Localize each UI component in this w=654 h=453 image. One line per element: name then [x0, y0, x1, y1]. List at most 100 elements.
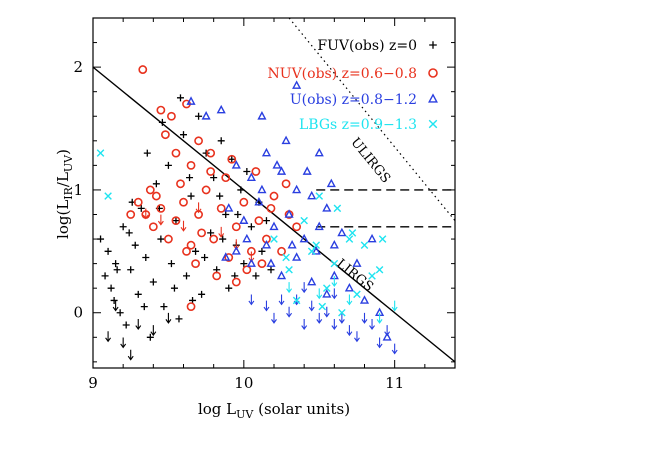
x-tick-label: 9 [88, 374, 98, 392]
legend-marker-cross [428, 119, 438, 129]
data-point-arrow-down [346, 325, 353, 337]
data-point-arrow-down [369, 319, 375, 330]
data-point-arrow-down [105, 331, 112, 343]
data-point-circle [133, 197, 143, 207]
data-point-plus [192, 247, 200, 255]
data-point-triangle [186, 96, 196, 105]
data-point-triangle [311, 246, 321, 255]
data-point-plus [225, 284, 233, 292]
data-point-arrow-down [376, 312, 383, 324]
legend-entry-label: LBGs z=0.9−1.3 [299, 117, 417, 133]
data-point-triangle [359, 295, 370, 304]
data-point-plus [164, 161, 172, 169]
data-point-circle [292, 222, 302, 232]
data-point-circle [266, 203, 276, 213]
data-point-circle [216, 203, 226, 213]
data-point-circle [171, 216, 181, 226]
data-point-plus [119, 223, 127, 231]
data-point-cross [307, 247, 316, 256]
data-point-cross [104, 192, 112, 200]
axis-ticks: 9 10 11 0 1 2 [73, 18, 456, 392]
data-point-circle [171, 148, 181, 158]
y-tick-label: 0 [73, 304, 83, 322]
data-point-plus [217, 137, 225, 145]
data-point-plus [219, 235, 227, 243]
data-point-plus [167, 260, 175, 268]
data-point-triangle [269, 221, 279, 231]
data-point-cross [318, 302, 327, 311]
data-point-circle [160, 130, 170, 140]
data-point-triangle [307, 276, 317, 286]
data-point-plus [216, 192, 224, 200]
data-point-plus [247, 223, 255, 231]
data-point-triangle [322, 203, 332, 212]
data-point-plus [195, 112, 203, 120]
data-point-circle [254, 216, 264, 226]
data-point-arrow-down [301, 319, 308, 330]
data-point-plus [143, 149, 151, 157]
data-point-cross [330, 259, 339, 268]
data-point-plus [137, 204, 145, 212]
data-point-triangle [254, 196, 264, 206]
data-point-cross [348, 229, 357, 237]
data-point-circle [206, 167, 216, 176]
data-point-arrow-down [135, 319, 142, 330]
data-point-circle [197, 228, 206, 238]
data-point-cross [312, 241, 321, 249]
data-point-plus [187, 192, 195, 200]
legend-entry-label: FUV(obs) z=0 [317, 38, 417, 54]
data-point-plus [101, 272, 109, 280]
data-point-triangle [276, 270, 287, 280]
data-point-cross [360, 241, 369, 249]
data-point-plus [172, 217, 180, 225]
data-point-triangle [302, 166, 312, 175]
data-point-plus [116, 309, 124, 317]
data-point-triangle [322, 289, 332, 298]
data-point-triangle [326, 178, 336, 188]
data-point-triangle [281, 135, 291, 145]
data-point-triangle [257, 184, 267, 194]
line-labels: LIRGS ULIRGS [333, 135, 393, 295]
data-point-arrow-down [338, 312, 345, 324]
data-point-triangle [307, 190, 317, 200]
data-point-plus [122, 321, 130, 329]
data-point-circle [164, 234, 173, 244]
data-point-triangle [344, 282, 354, 292]
data-point-circle [209, 234, 219, 244]
data-point-cross [282, 253, 290, 262]
data-point-plus [170, 284, 178, 292]
plot-area [93, 18, 455, 363]
data-point-plus [175, 315, 183, 323]
data-point-arrow-down [195, 202, 202, 214]
data-point-circle [126, 210, 136, 219]
data-point-cross [270, 235, 278, 243]
data-point-plus [157, 235, 165, 243]
data-point-circle [151, 191, 161, 201]
data-point-plus [127, 266, 135, 274]
data-point-triangle [314, 147, 324, 157]
data-point-triangle [261, 147, 272, 157]
data-point-triangle [337, 227, 347, 237]
data-point-circle [156, 105, 166, 115]
data-point-cross [285, 265, 293, 274]
x-tick-label: 11 [385, 374, 404, 392]
data-point-arrow-down [316, 288, 323, 300]
data-point-triangle [284, 209, 294, 218]
data-point-triangle [352, 258, 362, 267]
data-point-circle [201, 185, 211, 195]
data-point-cross [375, 265, 384, 274]
data-point-circle [281, 179, 291, 189]
data-point-plus [176, 94, 184, 102]
legend-entry-label: U(obs) z=0.8−1.2 [290, 92, 417, 108]
data-point-plus [237, 186, 245, 194]
data-point-plus [97, 235, 105, 243]
data-point-plus [252, 272, 260, 280]
data-point-plus [202, 149, 210, 157]
data-point-plus [104, 247, 112, 255]
data-point-plus [158, 118, 166, 126]
data-point-plus [146, 333, 154, 341]
data-point-plus [142, 253, 150, 261]
data-point-plus [180, 131, 187, 139]
data-point-cross [322, 284, 331, 292]
